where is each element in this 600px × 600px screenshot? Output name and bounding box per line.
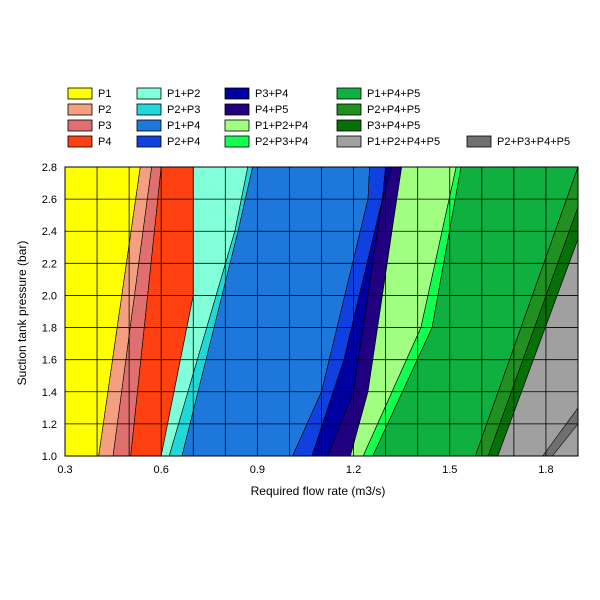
x-axis-label: Required flow rate (m3/s): [251, 484, 386, 498]
legend-item-p2-p4: P2+P4: [136, 135, 200, 148]
legend-label: P3: [98, 120, 111, 132]
legend-label: P1+P4: [167, 120, 200, 132]
y-axis-label: Suction tank pressure (bar): [15, 241, 29, 386]
x-tick-label: 1.2: [346, 464, 361, 476]
legend-swatch: [67, 87, 93, 100]
x-tick-label: 0.3: [57, 464, 72, 476]
legend-swatch: [224, 87, 250, 100]
x-tick-label: 0.9: [250, 464, 265, 476]
legend-item-p4-p5: P4+P5: [224, 103, 288, 116]
legend-label: P2: [98, 104, 111, 116]
y-tick-label: 1.2: [42, 419, 57, 431]
legend-swatch: [136, 87, 162, 100]
legend-item-p1-p2-p4-p5: P1+P2+P4+P5: [336, 135, 440, 148]
legend-label: P2+P3: [167, 104, 200, 116]
y-tick-label: 1.6: [42, 355, 57, 367]
y-tick-label: 2.0: [42, 290, 57, 302]
legend-swatch: [136, 103, 162, 116]
legend-item-p3-p4: P3+P4: [224, 87, 288, 100]
legend-item-p2: P2: [67, 103, 111, 116]
legend-label: P2+P4: [167, 136, 200, 148]
legend-item-p1-p2: P1+P2: [136, 87, 200, 100]
legend-label: P1+P2+P4: [255, 120, 308, 132]
legend-swatch: [67, 119, 93, 132]
legend-item-p1-p4-p5: P1+P4+P5: [336, 87, 420, 100]
legend-label: P2+P4+P5: [367, 104, 420, 116]
plot-frame: [64, 166, 579, 457]
legend-swatch: [224, 103, 250, 116]
legend-swatch: [136, 135, 162, 148]
y-tick-label: 2.8: [42, 162, 57, 174]
y-tick-label: 2.4: [42, 226, 57, 238]
legend-label: P4: [98, 136, 111, 148]
legend-swatch: [67, 103, 93, 116]
grid-lines: [65, 167, 578, 456]
legend-label: P3+P4: [255, 88, 288, 100]
legend-swatch: [466, 135, 492, 148]
y-tick-label: 1.0: [42, 451, 57, 463]
y-tick-label: 2.2: [42, 258, 57, 270]
legend-label: P1+P2: [167, 88, 200, 100]
legend-item-p1: P1: [67, 87, 111, 100]
legend-item-p3: P3: [67, 119, 111, 132]
y-tick-label: 2.6: [42, 194, 57, 206]
legend-swatch: [336, 87, 362, 100]
legend-label: P2+P3+P4+P5: [497, 136, 570, 148]
legend-label: P4+P5: [255, 104, 288, 116]
x-tick-label: 0.6: [154, 464, 169, 476]
legend-label: P2+P3+P4: [255, 136, 308, 148]
chart-legend: P1 P2 P3 P4 P1+P2 P2+P3 P1+P4 P2+P4 P3+P4 P4+P5 P1…: [67, 87, 570, 148]
legend-swatch: [136, 119, 162, 132]
legend-swatch: [67, 135, 93, 148]
legend-swatch: [336, 135, 362, 148]
y-axis-ticks: 1.0 1.2 1.4 1.6 1.8 2.0 2.2 2.4 2.6 2.8: [42, 162, 57, 463]
legend-item-p1-p2-p4: P1+P2+P4: [224, 119, 308, 132]
legend-swatch: [336, 103, 362, 116]
x-axis-ticks: 0.3 0.6 0.9 1.2 1.5 1.8: [57, 464, 553, 476]
legend-item-p4: P4: [67, 135, 111, 148]
x-tick-label: 1.5: [442, 464, 457, 476]
y-tick-label: 1.8: [42, 323, 57, 335]
legend-swatch: [224, 135, 250, 148]
legend-label: P1+P4+P5: [367, 88, 420, 100]
legend-item-p2-p3-p4: P2+P3+P4: [224, 135, 308, 148]
legend-label: P3+P4+P5: [367, 120, 420, 132]
legend-label: P1+P2+P4+P5: [367, 136, 440, 148]
legend-item-p2-p3: P2+P3: [136, 103, 200, 116]
legend-item-p3-p4-p5: P3+P4+P5: [336, 119, 420, 132]
x-tick-label: 1.8: [538, 464, 553, 476]
legend-swatch: [336, 119, 362, 132]
legend-swatch: [224, 119, 250, 132]
y-tick-label: 1.4: [42, 387, 57, 399]
legend-label: P1: [98, 88, 111, 100]
legend-item-p2-p3-p4-p5: P2+P3+P4+P5: [466, 135, 570, 148]
legend-item-p2-p4-p5: P2+P4+P5: [336, 103, 420, 116]
legend-item-p1-p4: P1+P4: [136, 119, 200, 132]
